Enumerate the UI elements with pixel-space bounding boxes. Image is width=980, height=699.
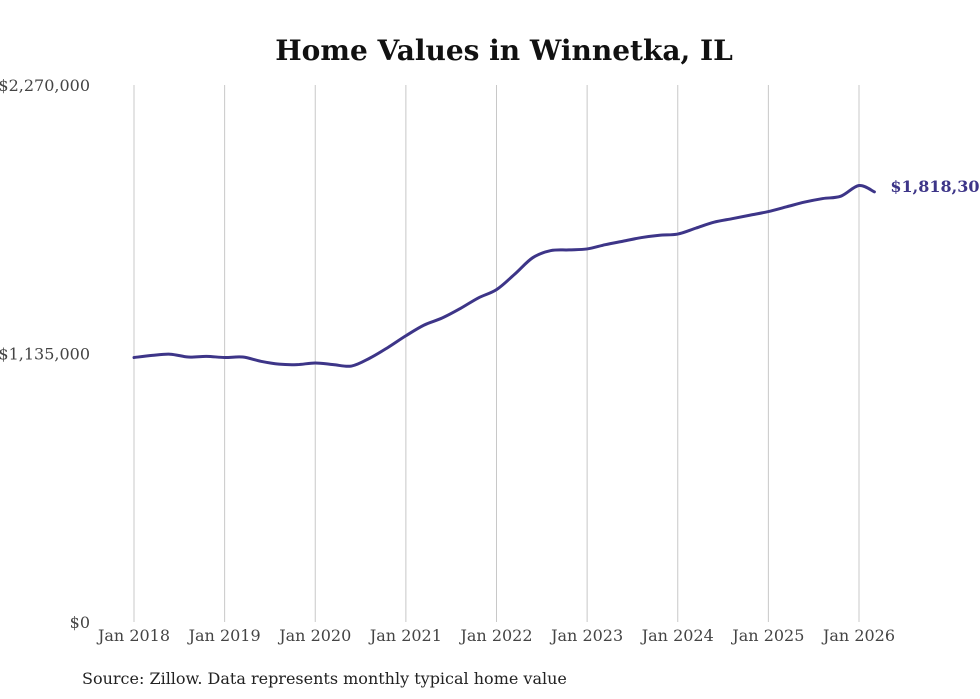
x-tick-label-8: Jan 2026 <box>821 626 895 645</box>
end-value-label: $1,818,303 <box>890 177 980 196</box>
series-line-0 <box>132 184 876 368</box>
chart-title: Home Values in Winnetka, IL <box>275 34 733 67</box>
x-tick-label-1: Jan 2019 <box>187 626 261 645</box>
series-layer <box>132 184 876 368</box>
y-axis-ticks: $0 $1,135,000 $2,270,000 <box>0 76 90 632</box>
x-tick-label-0: Jan 2018 <box>96 626 170 645</box>
x-tick-label-7: Jan 2025 <box>730 626 804 645</box>
x-tick-label-6: Jan 2024 <box>640 626 714 645</box>
x-tick-label-2: Jan 2020 <box>277 626 351 645</box>
y-tick-label-2: $2,270,000 <box>0 76 90 95</box>
x-tick-label-5: Jan 2023 <box>549 626 623 645</box>
gridlines <box>133 85 860 622</box>
x-tick-label-3: Jan 2021 <box>368 626 442 645</box>
source-note: Source: Zillow. Data represents monthly … <box>82 669 567 688</box>
x-axis-ticks: Jan 2018 Jan 2019 Jan 2020 Jan 2021 Jan 2022… <box>96 626 895 645</box>
x-tick-label-4: Jan 2022 <box>458 626 532 645</box>
y-tick-label-0: $0 <box>70 613 90 632</box>
y-tick-label-1: $1,135,000 <box>0 345 90 364</box>
